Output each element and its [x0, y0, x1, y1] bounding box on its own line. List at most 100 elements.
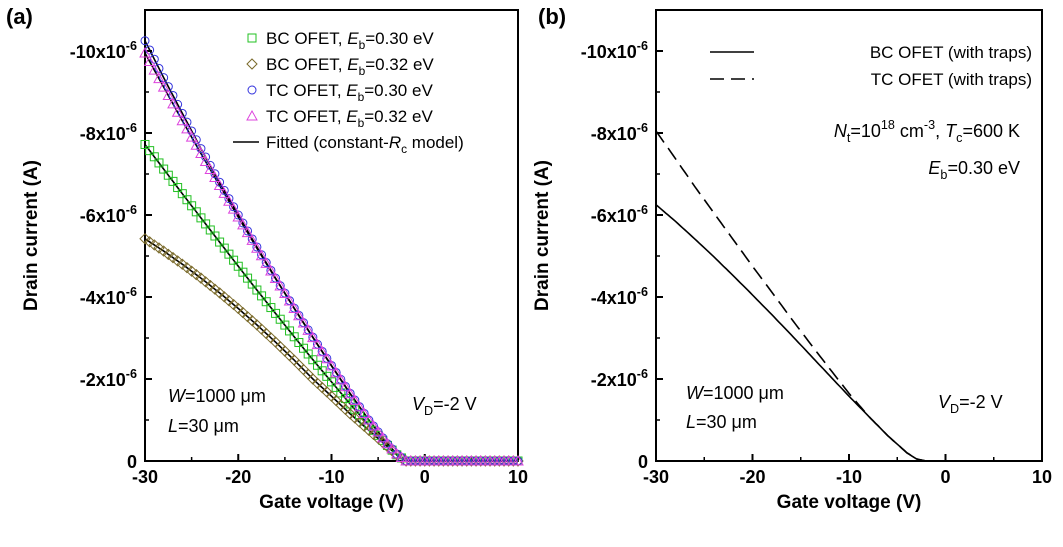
data-point [395, 452, 408, 464]
data-point [162, 248, 175, 261]
data-point [157, 81, 170, 92]
data-point [297, 317, 310, 328]
legend-entry: TC OFET, Eb=0.30 eV [266, 81, 433, 104]
data-point [339, 380, 352, 392]
data-point [280, 320, 290, 330]
data-point [187, 201, 197, 211]
data-point [395, 451, 408, 463]
data-point [334, 373, 347, 385]
data-point [512, 454, 524, 466]
data-point [390, 448, 403, 459]
y-axis-title: Drain current (A) [21, 160, 42, 311]
data-point [159, 164, 169, 174]
length-annotation: L=30 μm [168, 416, 239, 436]
legend-entry: BC OFET, Eb=0.32 eV [266, 55, 434, 78]
x-tick-label: -10 [318, 467, 344, 487]
panel-label: (b) [538, 4, 566, 29]
data-point [143, 236, 156, 248]
data-point [204, 279, 216, 292]
data-point [195, 272, 207, 284]
data-point [316, 345, 329, 357]
y-tick-label: -6x10-6 [591, 203, 648, 226]
data-point [353, 400, 366, 412]
data-point [185, 265, 198, 277]
data-point [199, 276, 212, 288]
data-point [167, 97, 179, 109]
data-point [182, 195, 192, 205]
data-point [196, 213, 206, 223]
data-point [181, 261, 193, 274]
data-point [218, 187, 231, 198]
data-point [171, 106, 184, 117]
data-point [176, 258, 189, 270]
trap-params-annotation: Nt=1018 cm-3, Tc=600 K [834, 118, 1020, 145]
data-point [307, 331, 319, 343]
data-point [181, 122, 193, 134]
legend-marker [246, 109, 258, 121]
y-tick-label: 0 [127, 452, 137, 472]
data-point [176, 114, 189, 126]
data-point [149, 152, 159, 162]
data-point [223, 294, 235, 307]
panel-a: -30 -20 -10 0 10 0 -2x10-6 -4x10-6 -6x10-6 -8x10-… [6, 4, 528, 513]
y-tick-label: -10x10-6 [70, 39, 137, 62]
data-point [196, 144, 206, 154]
data-point [271, 308, 281, 318]
data-point [243, 273, 253, 283]
y-tick-label: -4x10-6 [80, 285, 137, 308]
data-point [275, 314, 285, 324]
data-point [260, 257, 273, 268]
data-point [340, 393, 350, 403]
data-point [209, 283, 221, 295]
barrier-annotation: Eb=0.30 eV [928, 158, 1020, 182]
data-point [210, 231, 220, 241]
data-point [143, 55, 156, 67]
x-tick-label: 10 [1032, 467, 1052, 487]
data-point [154, 63, 164, 73]
data-point [224, 249, 234, 259]
data-point [299, 343, 309, 353]
data-point [148, 64, 161, 75]
data-point [190, 139, 203, 150]
data-point [218, 291, 230, 303]
data-point [317, 366, 327, 376]
data-point [285, 326, 295, 336]
data-point [162, 89, 175, 100]
x-axis-title: Gate voltage (V) [777, 492, 922, 513]
data-point [372, 425, 384, 437]
data-point [173, 183, 183, 193]
y-tick-label: -6x10-6 [80, 203, 137, 226]
data-point [140, 139, 150, 149]
x-tick-label: 10 [508, 467, 528, 487]
data-point [311, 338, 324, 350]
x-tick-label: -20 [225, 467, 251, 487]
data-point [190, 268, 202, 281]
data-point [139, 47, 151, 58]
data-point [320, 352, 333, 364]
data-point [139, 233, 151, 245]
x-tick-label: 0 [420, 467, 430, 487]
data-point [224, 194, 234, 204]
data-point [265, 264, 277, 276]
data-point [204, 163, 217, 174]
data-point [199, 155, 212, 166]
width-annotation: W=1000 μm [686, 383, 784, 403]
series-line [655, 130, 1042, 462]
data-point [252, 285, 262, 295]
data-point [173, 99, 183, 109]
data-point [148, 239, 161, 251]
legend-marker [246, 58, 258, 70]
data-point [185, 131, 198, 142]
data-point [303, 349, 313, 359]
y-axis-title: Drain current (A) [532, 160, 553, 311]
data-point [358, 407, 370, 418]
data-point [213, 179, 226, 190]
data-point [302, 324, 315, 335]
data-point [195, 147, 207, 158]
data-point [255, 249, 268, 261]
data-point [191, 135, 201, 145]
data-point [201, 152, 211, 162]
data-point [233, 210, 243, 220]
data-point [344, 387, 356, 399]
